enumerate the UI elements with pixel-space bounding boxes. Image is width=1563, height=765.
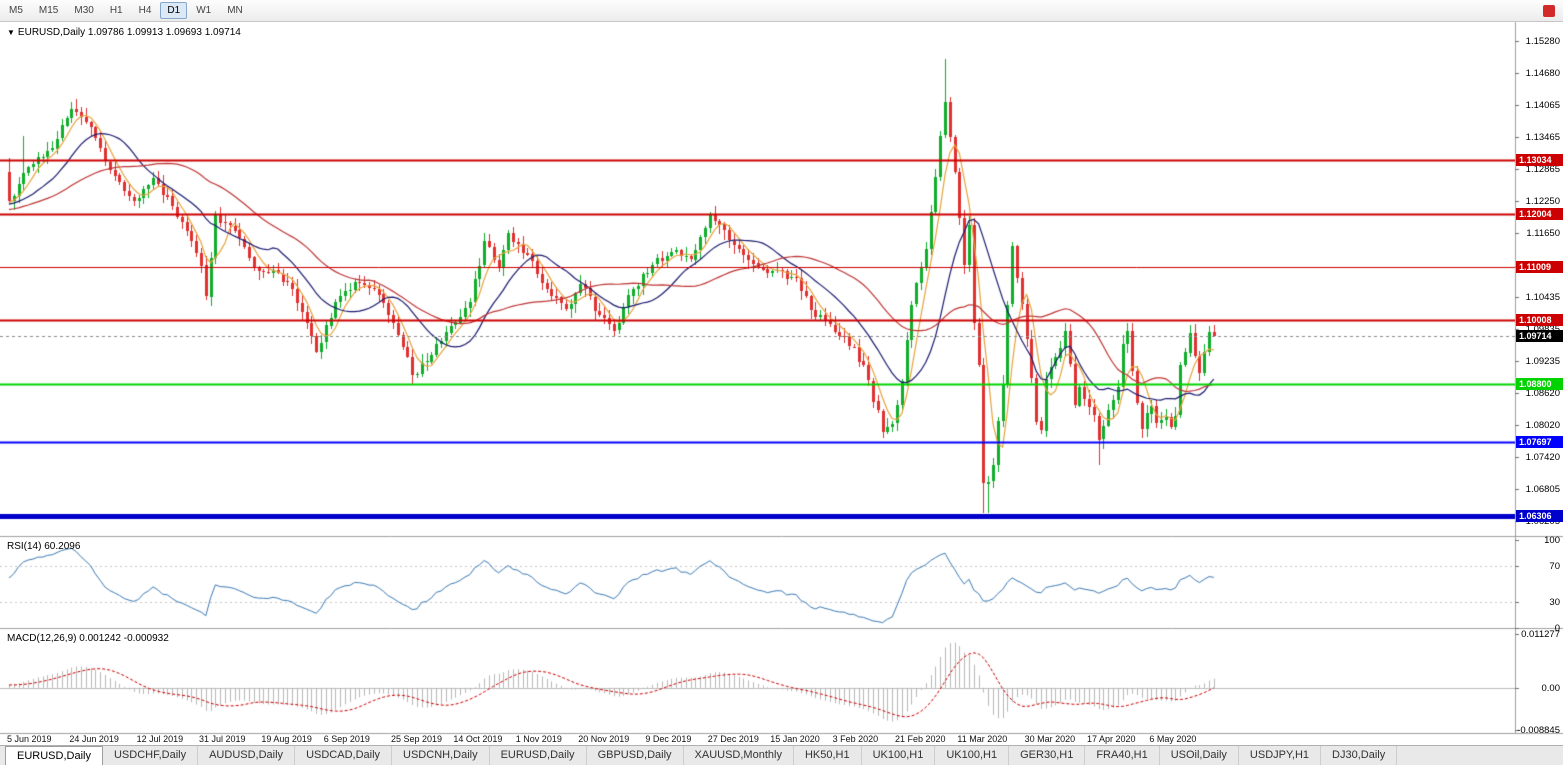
price-chart-canvas[interactable] [0,22,1563,745]
date-axis-label: 1 Nov 2019 [515,734,562,744]
price-level-tag: 1.11009 [1516,261,1563,274]
timeframe-button-group: M5 M15 M30 H1 H4 D1 W1 MN [1,2,251,19]
timeframe-button-d1[interactable]: D1 [160,2,188,19]
rsi-axis-tick: 0 [1554,623,1560,634]
collapse-triangle-icon[interactable]: ▼ [7,28,15,37]
chart-tab-usdcad-daily[interactable]: USDCAD,Daily [295,746,393,765]
price-axis-tick: 1.08020 [1525,420,1560,432]
price-level-tag: 1.08800 [1516,377,1563,390]
chart-tab-eurusd-daily[interactable]: EURUSD,Daily [490,746,587,765]
date-axis-label: 5 Jun 2019 [7,734,52,744]
price-level-tag: 1.12004 [1516,208,1563,221]
date-axis-label: 15 Jan 2020 [770,734,820,744]
price-axis-tick: 1.11650 [1526,228,1560,240]
date-axis-label: 20 Nov 2019 [578,734,630,744]
chart-tab-ger30-h1[interactable]: GER30,H1 [1009,746,1086,765]
timeframe-button-h1[interactable]: H1 [109,5,123,16]
chart-title: ▼ EURUSD,Daily 1.09786 1.09913 1.09693 1.… [7,27,241,38]
date-axis-label: 12 Jul 2019 [136,734,184,744]
date-axis-label: 30 Mar 2020 [1024,734,1076,744]
date-axis-label: 31 Jul 2019 [199,734,246,744]
chart-tab-usoil-daily[interactable]: USOil,Daily [1160,746,1239,765]
date-axis-label: 6 Sep 2019 [323,734,370,744]
chart-tabbar: EURUSD,Daily USDCHF,Daily AUDUSD,Daily USDC… [0,745,1563,765]
timeframe-button-w1[interactable]: W1 [196,5,212,16]
price-axis-tick: 1.12865 [1525,163,1560,175]
price-axis-tick: 1.13465 [1525,132,1560,144]
date-axis-label: 19 Aug 2019 [261,734,312,744]
date-axis-label: 14 Oct 2019 [453,734,503,744]
chart-tab-eurusd-daily[interactable]: EURUSD,Daily [5,746,103,765]
chart-tab-uk100-h1[interactable]: UK100,H1 [862,746,936,765]
price-axis-tick: 1.14680 [1525,67,1560,79]
date-axis-label: 9 Dec 2019 [645,734,692,744]
date-axis-label: 24 Jun 2019 [69,734,119,744]
timeframe-toolbar: M5 M15 M30 H1 H4 D1 W1 MN [0,0,1563,22]
current-price-tag: 1.09714 [1516,329,1563,342]
chart-tab-usdchf-daily[interactable]: USDCHF,Daily [103,746,199,765]
rsi-label: RSI(14) 60.2096 [7,541,81,552]
price-axis-tick: 1.14065 [1525,100,1560,112]
chart-tab-fra40-h1[interactable]: FRA40,H1 [1085,746,1160,765]
date-axis-label: 21 Feb 2020 [895,734,946,744]
date-axis-label: 25 Sep 2019 [391,734,443,744]
chart-tab-xauusd-monthly[interactable]: XAUUSD,Monthly [684,746,794,765]
price-axis-tick: 1.08620 [1525,388,1560,400]
chart-tab-dj30-daily[interactable]: DJ30,Daily [1321,746,1398,765]
price-level-tag: 1.07697 [1516,436,1563,449]
chart-tab-gbpusd-daily[interactable]: GBPUSD,Daily [587,746,684,765]
timeframe-button-m30[interactable]: M30 [74,5,94,16]
date-axis-label: 6 May 2020 [1149,734,1197,744]
price-axis-tick: 1.10435 [1525,292,1560,304]
date-axis-label: 11 Mar 2020 [957,734,1008,744]
price-axis-tick: 1.12250 [1525,196,1560,208]
price-axis-tick: 1.09235 [1525,355,1560,367]
timeframe-button-mn[interactable]: MN [227,5,243,16]
chart-tab-audusd-daily[interactable]: AUDUSD,Daily [198,746,296,765]
date-axis-label: 17 Apr 2020 [1087,734,1136,744]
price-level-tag: 1.10008 [1516,313,1563,326]
chart-tab-usdjpy-h1[interactable]: USDJPY,H1 [1239,746,1322,765]
timeframe-button-h4[interactable]: H4 [138,5,152,16]
chart-tab-hk50-h1[interactable]: HK50,H1 [794,746,862,765]
price-level-tag: 1.13034 [1516,153,1563,166]
macd-label: MACD(12,26,9) 0.001242 -0.000932 [7,633,169,644]
price-axis-tick: 1.06805 [1525,484,1560,496]
chart-ohlc-text: EURUSD,Daily 1.09786 1.09913 1.09693 1.0… [17,27,241,38]
chart-tab-uk100-h1[interactable]: UK100,H1 [935,746,1010,765]
toolbar-red-indicator-icon[interactable] [1543,5,1555,17]
price-level-tag: 1.06306 [1516,509,1563,522]
macd-axis-tick: 0.011277 [1521,629,1560,640]
timeframe-button-m15[interactable]: M15 [38,5,59,16]
timeframe-button-m5[interactable]: M5 [9,5,23,16]
date-axis-label: 3 Feb 2020 [832,734,879,744]
price-axis-tick: 1.15280 [1525,36,1560,48]
date-axis-label: 27 Dec 2019 [707,734,759,744]
chart-tab-usdcnh-daily[interactable]: USDCNH,Daily [392,746,490,765]
price-axis-tick: 1.07420 [1525,451,1560,463]
rsi-axis-tick: 100 [1544,535,1560,546]
macd-axis-tick: 0.00 [1541,682,1561,694]
rsi-axis-tick: 30 [1549,596,1560,608]
macd-axis-tick: -0.008845 [1517,725,1560,736]
chart-area[interactable]: ▼ EURUSD,Daily 1.09786 1.09913 1.09693 1.… [0,22,1563,745]
rsi-axis-tick: 70 [1549,561,1560,573]
